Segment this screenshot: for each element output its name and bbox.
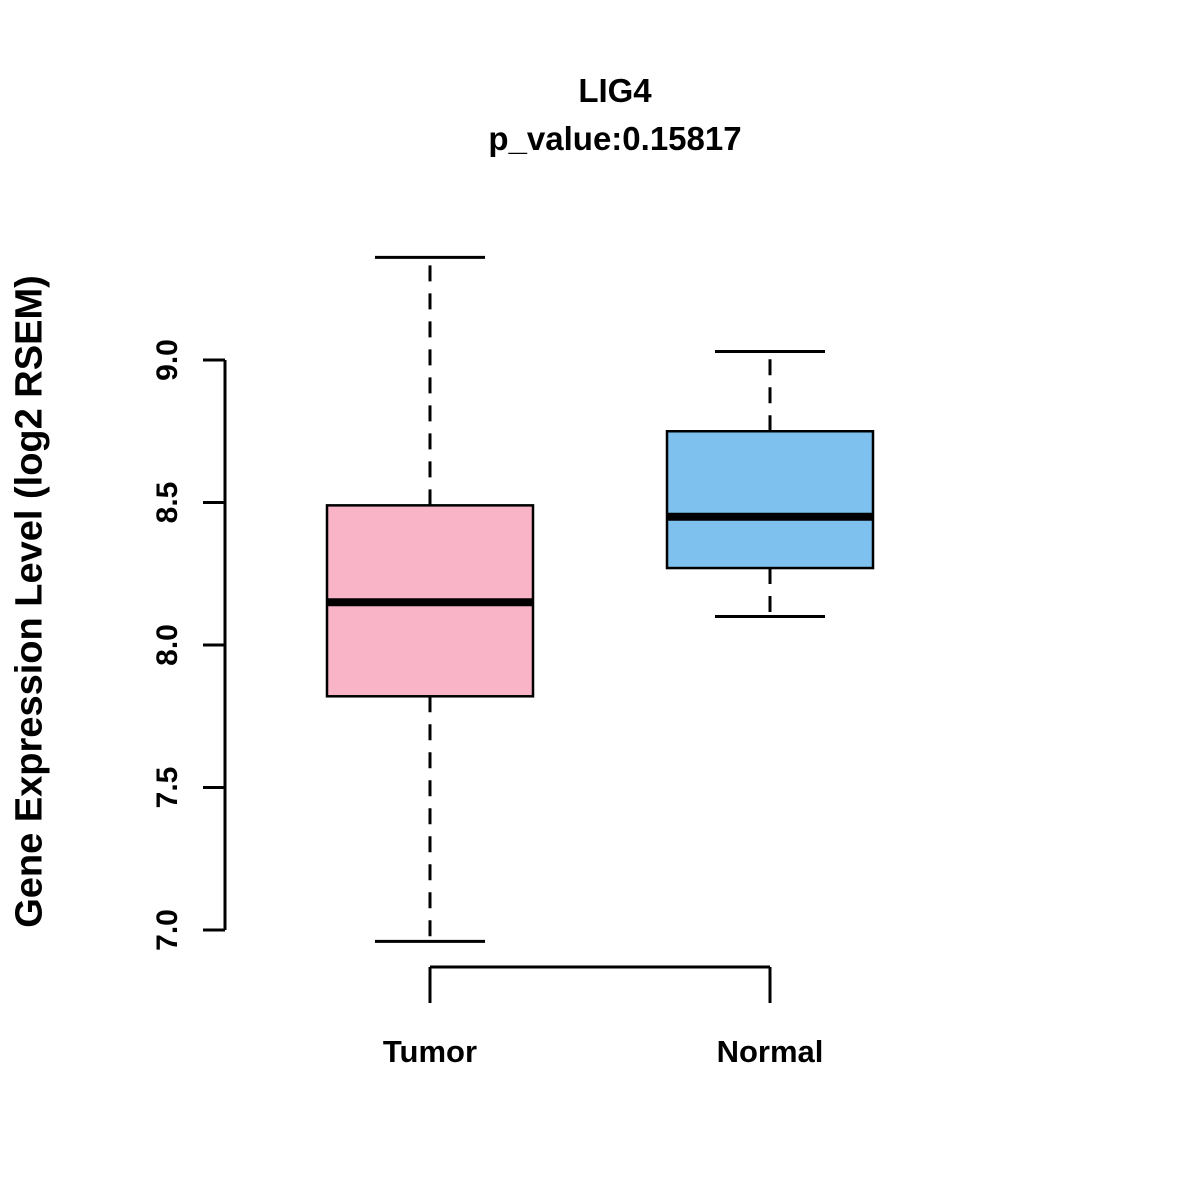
x-category-label: Normal bbox=[717, 1034, 824, 1069]
y-tick-label: 7.5 bbox=[151, 767, 184, 809]
y-tick-label: 8.5 bbox=[151, 482, 184, 524]
y-tick-label: 9.0 bbox=[151, 339, 184, 381]
chart-title: LIG4 bbox=[578, 72, 652, 109]
y-tick-label: 7.0 bbox=[151, 909, 184, 951]
box-normal bbox=[665, 430, 875, 570]
chart-subtitle: p_value:0.15817 bbox=[488, 120, 742, 157]
x-category-label: Tumor bbox=[383, 1034, 477, 1069]
y-tick-label: 8.0 bbox=[151, 624, 184, 666]
